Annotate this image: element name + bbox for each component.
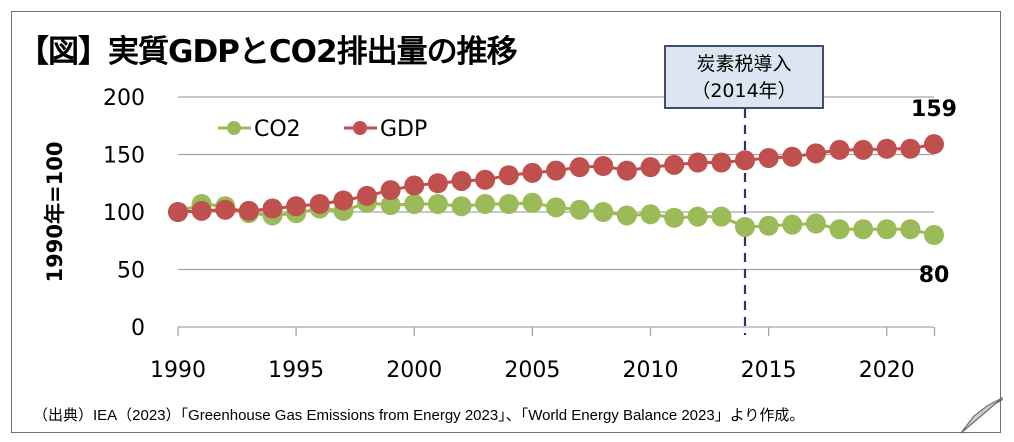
co2-point	[735, 216, 755, 237]
co2-point	[924, 225, 944, 245]
callout-line2: （2014年）	[691, 80, 797, 102]
carbon-tax-callout: 炭素税導入 （2014年）	[664, 45, 824, 109]
gdp-end-label: 159	[911, 97, 957, 122]
co2-point	[876, 219, 897, 240]
gdp-point	[711, 152, 732, 173]
gdp-point	[546, 160, 566, 181]
x-tick-label: 2010	[623, 358, 679, 383]
gdp-point	[593, 156, 614, 176]
y-tick-label: 100	[103, 201, 145, 226]
gdp-point	[333, 190, 354, 211]
co2-point	[664, 207, 685, 228]
gdp-point	[238, 200, 259, 221]
gdp-point	[664, 154, 685, 175]
co2-point	[805, 213, 826, 234]
gdp-point	[427, 173, 448, 194]
gdp-point	[616, 160, 637, 181]
y-tick-label: 0	[131, 316, 145, 341]
gdp-point	[853, 139, 874, 160]
co2-point	[546, 197, 566, 218]
x-tick-label: 2000	[386, 358, 442, 383]
y-tick-label: 150	[103, 144, 145, 169]
co2-point	[900, 219, 921, 240]
gdp-point	[475, 169, 496, 190]
gdp-point	[640, 157, 661, 178]
gdp-point	[286, 196, 307, 217]
gdp-point	[924, 134, 944, 155]
callout-line1: 炭素税導入	[696, 53, 792, 75]
y-tick-label: 50	[117, 259, 145, 284]
co2-point	[427, 193, 448, 214]
co2-point	[451, 196, 472, 217]
gdp-point	[522, 162, 543, 183]
gdp-point	[805, 143, 826, 164]
co2-point	[711, 206, 732, 227]
co2-point	[593, 202, 614, 222]
co2-point	[782, 214, 803, 235]
gdp-point	[404, 175, 425, 196]
gdp-point	[876, 138, 897, 159]
gdp-point	[191, 200, 212, 221]
legend-marker-co2	[227, 121, 241, 135]
co2-point	[640, 204, 661, 225]
co2-point	[475, 193, 496, 214]
gdp-point	[758, 147, 779, 168]
co2-point	[380, 195, 401, 216]
gdp-point	[262, 198, 283, 219]
co2-point	[687, 206, 708, 227]
y-tick-label: 200	[103, 86, 145, 111]
gdp-point	[829, 139, 850, 160]
gdp-point	[451, 170, 472, 191]
co2-point	[522, 192, 543, 213]
x-tick-label: 1990	[150, 358, 206, 383]
legend-label-gdp: GDP	[380, 117, 427, 142]
co2-point	[853, 219, 874, 240]
x-tick-label: 2015	[741, 358, 797, 383]
co2-point	[758, 215, 779, 236]
co2-point	[498, 193, 519, 214]
gdp-point	[735, 150, 755, 171]
gdp-point	[309, 193, 330, 214]
co2-point	[569, 199, 590, 220]
co2-point	[404, 193, 425, 214]
gdp-point	[215, 199, 236, 220]
x-tick-label: 1995	[268, 358, 324, 383]
legend-label-co2: CO2	[254, 117, 301, 142]
x-tick-label: 2020	[859, 358, 915, 383]
gdp-point	[380, 180, 401, 201]
source-note: （出典）IEA（2023）「Greenhouse Gas Emissions f…	[33, 407, 805, 424]
co2-point	[829, 219, 850, 240]
gdp-point	[168, 202, 188, 222]
gdp-point	[900, 138, 921, 159]
co2-point	[616, 205, 637, 226]
co2-end-label: 80	[919, 263, 950, 288]
gdp-point	[357, 185, 377, 206]
gdp-point	[498, 165, 519, 186]
gdp-point	[687, 152, 708, 173]
chart-title: 【図】実質GDPとCO2排出量の推移	[18, 34, 518, 70]
gdp-point	[569, 157, 590, 178]
x-tick-label: 2005	[504, 358, 560, 383]
legend-marker-gdp	[353, 121, 367, 135]
gdp-point	[782, 146, 803, 167]
page-curl-icon	[960, 396, 1003, 434]
